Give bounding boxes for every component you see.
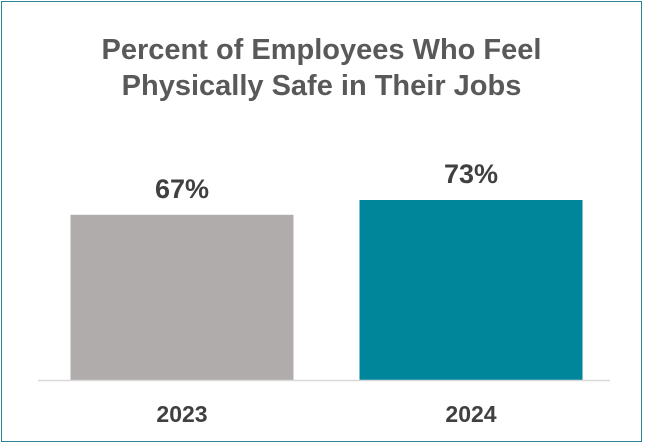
bar-2023 bbox=[70, 214, 294, 380]
category-label-2023: 2023 bbox=[156, 401, 207, 427]
bar-2024 bbox=[359, 200, 583, 380]
data-label-2024: 73% bbox=[444, 159, 498, 189]
chart-title-line-2: Physically Safe in Their Jobs bbox=[121, 70, 522, 102]
data-label-2023: 67% bbox=[155, 174, 209, 204]
category-label-2024: 2024 bbox=[445, 401, 496, 427]
chart-title: Percent of Employees Who Feel Physically… bbox=[0, 32, 643, 104]
chart-title-line-1: Percent of Employees Who Feel bbox=[101, 34, 542, 66]
